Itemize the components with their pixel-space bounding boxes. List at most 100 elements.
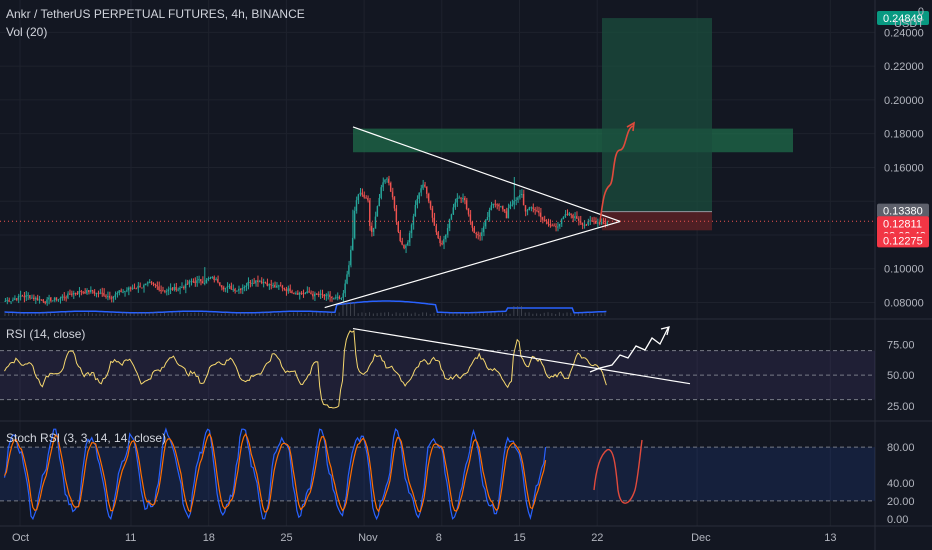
volume-bar <box>471 312 473 316</box>
volume-bar <box>300 313 302 316</box>
candle-body <box>253 282 255 284</box>
volume-bar <box>304 313 306 316</box>
candle-body <box>86 290 88 294</box>
volume-bar <box>444 313 446 316</box>
volume-bar <box>547 312 549 316</box>
candle-body <box>570 213 572 216</box>
volume-bar <box>122 312 124 316</box>
volume-bar <box>372 313 374 316</box>
candle-body <box>351 237 354 250</box>
candle-body <box>482 226 485 233</box>
time-axis-label: Oct <box>12 532 29 544</box>
candle-body <box>427 193 430 202</box>
candle-body <box>541 217 544 220</box>
volume-bar <box>220 313 222 316</box>
volume-bar <box>429 313 431 316</box>
candle-body <box>492 203 494 206</box>
candle-body <box>200 279 202 282</box>
candle-body <box>224 288 227 290</box>
time-axis-label: Nov <box>358 532 378 544</box>
price-axis-label: 0.16000 <box>884 162 924 174</box>
candle-body <box>479 235 481 237</box>
candle-body <box>133 287 135 289</box>
candle-body <box>321 293 323 295</box>
currency-top: 0 <box>917 6 924 18</box>
volume-bar <box>558 312 560 316</box>
candle-body <box>538 210 540 213</box>
candle-body <box>249 281 251 283</box>
volume-bar <box>163 312 165 316</box>
time-axis-label: 13 <box>824 532 836 544</box>
candle-body <box>471 221 473 228</box>
candle-body <box>15 298 18 300</box>
volume-bar <box>53 313 55 316</box>
candle-body <box>257 280 259 282</box>
volume-bar <box>251 312 253 316</box>
candle-body <box>490 205 492 211</box>
volume-bar <box>103 313 105 316</box>
volume-bar <box>243 312 245 316</box>
candle-body <box>88 290 90 293</box>
candle-body <box>304 293 306 295</box>
candle-body <box>285 289 287 292</box>
candle-body <box>551 225 553 227</box>
candle-body <box>48 297 50 300</box>
candle-body <box>222 287 225 290</box>
volume-bar <box>319 312 321 316</box>
candle-body <box>526 210 528 212</box>
candle-body <box>388 178 390 183</box>
candle-body <box>298 292 301 295</box>
volume-bar <box>490 312 492 316</box>
candle-body <box>378 197 380 207</box>
candle-body <box>426 186 428 194</box>
candle-body <box>243 287 246 289</box>
price-axis-label: 0.08000 <box>884 297 924 309</box>
candle-body <box>55 297 58 300</box>
volume-bar <box>106 313 108 316</box>
volume-bar <box>479 312 481 316</box>
candle-body <box>431 208 434 218</box>
price-axis-label: 0.10000 <box>884 264 924 276</box>
candle-body <box>376 206 378 217</box>
volume-bar <box>133 313 135 316</box>
candle-body <box>338 296 340 299</box>
stoch-rsi-pane-title: Stoch RSI (3, 3, 14, 14, close) <box>6 431 167 445</box>
candle-body <box>239 288 242 290</box>
candle-body <box>258 281 261 283</box>
candle-body <box>414 204 416 217</box>
candle-body <box>190 281 192 283</box>
candle-body <box>124 290 126 292</box>
volume-bar <box>31 313 33 316</box>
candle-body <box>399 231 401 241</box>
candle-body <box>397 222 399 232</box>
price-badge <box>877 233 929 248</box>
volume-bar <box>205 312 207 316</box>
candle-body <box>118 290 120 294</box>
candle-body <box>484 220 487 227</box>
volume-bar <box>539 313 541 316</box>
candle-body <box>520 194 523 196</box>
volume-bar <box>8 312 10 316</box>
volume-bar <box>281 313 283 316</box>
candle-body <box>99 292 101 294</box>
candle-body <box>407 242 409 246</box>
volume-bar <box>353 302 355 316</box>
volume-bar <box>65 312 67 316</box>
candle-body <box>74 293 77 295</box>
rsi-projection-arrow-head <box>660 326 670 336</box>
time-axis-label: 22 <box>591 532 603 544</box>
candle-body <box>600 222 603 224</box>
volume-bar <box>258 313 260 316</box>
triangle-upper-line <box>352 126 621 223</box>
time-axis-label: 8 <box>436 532 442 544</box>
stoch-band <box>0 447 875 501</box>
candle-body <box>365 197 367 199</box>
candle-body <box>509 204 511 209</box>
candle-body <box>211 276 213 278</box>
volume-bar <box>448 313 450 316</box>
candle-body <box>513 200 515 205</box>
volume-bar <box>315 312 317 316</box>
candle-body <box>277 285 280 287</box>
volume-label: Vol (20) <box>6 25 48 39</box>
